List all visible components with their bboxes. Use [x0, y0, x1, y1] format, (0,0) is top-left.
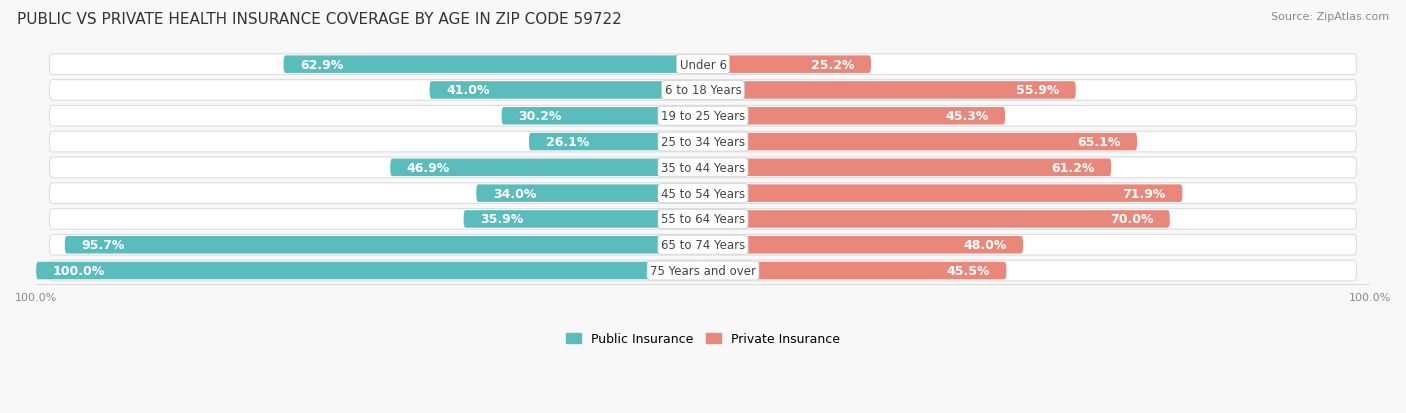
FancyBboxPatch shape — [703, 82, 1076, 100]
FancyBboxPatch shape — [703, 133, 1137, 151]
Text: 46.9%: 46.9% — [406, 161, 450, 174]
Text: 71.9%: 71.9% — [1122, 187, 1166, 200]
FancyBboxPatch shape — [391, 159, 703, 177]
Text: 61.2%: 61.2% — [1052, 161, 1094, 174]
FancyBboxPatch shape — [430, 82, 703, 100]
Text: 25.2%: 25.2% — [811, 59, 855, 71]
FancyBboxPatch shape — [49, 158, 1357, 178]
Text: 26.1%: 26.1% — [546, 136, 589, 149]
Text: 75 Years and over: 75 Years and over — [650, 264, 756, 278]
FancyBboxPatch shape — [502, 108, 703, 125]
FancyBboxPatch shape — [703, 108, 1005, 125]
Text: 19 to 25 Years: 19 to 25 Years — [661, 110, 745, 123]
Text: 6 to 18 Years: 6 to 18 Years — [665, 84, 741, 97]
Text: 41.0%: 41.0% — [446, 84, 489, 97]
FancyBboxPatch shape — [49, 235, 1357, 255]
FancyBboxPatch shape — [703, 56, 872, 74]
FancyBboxPatch shape — [703, 236, 1024, 254]
Text: 70.0%: 70.0% — [1109, 213, 1153, 226]
FancyBboxPatch shape — [49, 106, 1357, 127]
FancyBboxPatch shape — [49, 81, 1357, 101]
Text: 95.7%: 95.7% — [82, 239, 125, 252]
Text: 65.1%: 65.1% — [1077, 136, 1121, 149]
FancyBboxPatch shape — [65, 236, 703, 254]
FancyBboxPatch shape — [464, 211, 703, 228]
FancyBboxPatch shape — [477, 185, 703, 202]
Legend: Public Insurance, Private Insurance: Public Insurance, Private Insurance — [567, 333, 839, 346]
Text: 34.0%: 34.0% — [494, 187, 536, 200]
Text: PUBLIC VS PRIVATE HEALTH INSURANCE COVERAGE BY AGE IN ZIP CODE 59722: PUBLIC VS PRIVATE HEALTH INSURANCE COVER… — [17, 12, 621, 27]
Text: Under 6: Under 6 — [679, 59, 727, 71]
FancyBboxPatch shape — [529, 133, 703, 151]
Text: 45 to 54 Years: 45 to 54 Years — [661, 187, 745, 200]
Text: 45.3%: 45.3% — [945, 110, 988, 123]
FancyBboxPatch shape — [703, 185, 1182, 202]
Text: 62.9%: 62.9% — [301, 59, 343, 71]
Text: 35 to 44 Years: 35 to 44 Years — [661, 161, 745, 174]
Text: Source: ZipAtlas.com: Source: ZipAtlas.com — [1271, 12, 1389, 22]
FancyBboxPatch shape — [703, 262, 1007, 280]
Text: 48.0%: 48.0% — [963, 239, 1007, 252]
FancyBboxPatch shape — [703, 159, 1111, 177]
Text: 55.9%: 55.9% — [1015, 84, 1059, 97]
FancyBboxPatch shape — [703, 211, 1170, 228]
FancyBboxPatch shape — [49, 209, 1357, 230]
FancyBboxPatch shape — [49, 55, 1357, 75]
FancyBboxPatch shape — [49, 132, 1357, 152]
FancyBboxPatch shape — [37, 262, 703, 280]
Text: 35.9%: 35.9% — [481, 213, 523, 226]
Text: 100.0%: 100.0% — [53, 264, 105, 278]
Text: 30.2%: 30.2% — [519, 110, 561, 123]
Text: 45.5%: 45.5% — [946, 264, 990, 278]
FancyBboxPatch shape — [49, 183, 1357, 204]
FancyBboxPatch shape — [49, 261, 1357, 281]
Text: 25 to 34 Years: 25 to 34 Years — [661, 136, 745, 149]
Text: 65 to 74 Years: 65 to 74 Years — [661, 239, 745, 252]
FancyBboxPatch shape — [284, 56, 703, 74]
Text: 55 to 64 Years: 55 to 64 Years — [661, 213, 745, 226]
